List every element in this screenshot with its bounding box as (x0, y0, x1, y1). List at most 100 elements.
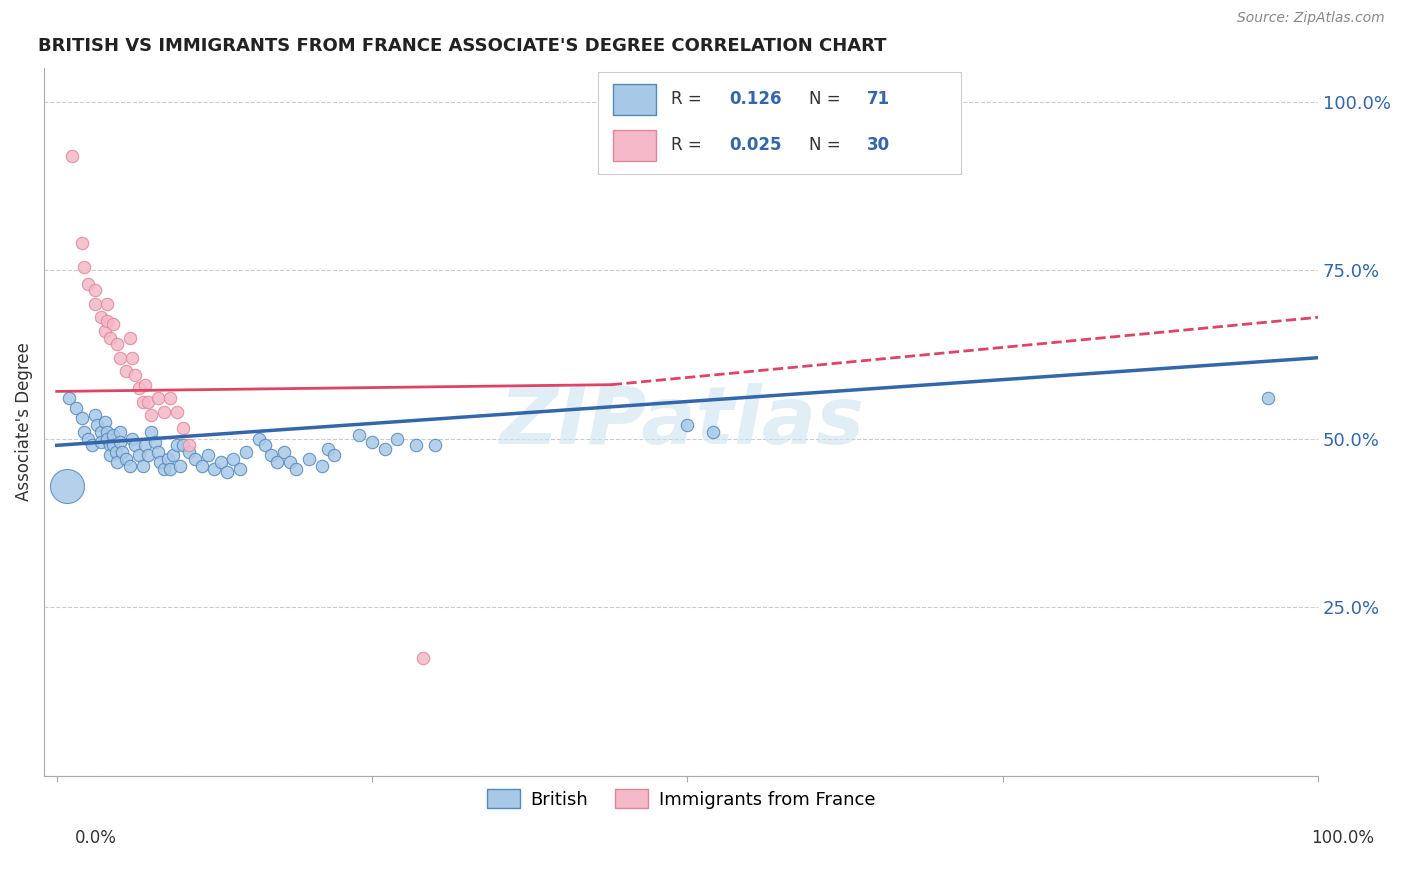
Point (179, 438, 201, 452)
Point (149, 455, 172, 469)
Point (228, 462, 250, 476)
Point (131, 394, 153, 409)
Point (58, 391, 80, 405)
Point (108, 351, 131, 365)
Point (96, 432, 118, 446)
Point (311, 458, 333, 473)
Point (118, 330, 141, 344)
Point (374, 442, 396, 456)
Point (90, 434, 112, 449)
Point (153, 404, 176, 418)
Point (77, 277, 100, 291)
Point (159, 391, 181, 405)
Point (80, 438, 103, 452)
Point (86, 418, 108, 433)
Point (93, 415, 115, 429)
Point (70, 411, 93, 425)
Point (191, 458, 214, 473)
Point (96, 425, 118, 439)
Point (103, 317, 125, 331)
Point (98, 449, 121, 463)
Point (166, 438, 188, 452)
Point (60, 148, 83, 162)
Point (83, 297, 105, 311)
Point (136, 449, 159, 463)
Point (202, 462, 225, 476)
Point (128, 381, 150, 395)
Point (96, 297, 118, 311)
Point (141, 425, 163, 439)
Point (298, 451, 321, 466)
Point (387, 432, 409, 446)
Point (285, 462, 308, 476)
Point (105, 445, 128, 459)
Point (121, 351, 143, 365)
Point (65, 401, 87, 416)
Point (273, 445, 295, 459)
Point (349, 428, 371, 442)
Point (172, 438, 194, 452)
Point (105, 337, 128, 351)
Point (115, 451, 138, 466)
Point (156, 451, 179, 466)
Point (209, 455, 232, 469)
Point (103, 428, 125, 442)
Point (215, 465, 238, 479)
Point (93, 324, 115, 338)
Point (169, 458, 191, 473)
Point (253, 438, 276, 452)
Point (323, 449, 346, 463)
Point (676, 418, 699, 433)
Point (111, 445, 134, 459)
Point (77, 432, 100, 446)
Point (146, 391, 169, 405)
Point (222, 451, 245, 466)
Point (172, 421, 194, 435)
Point (136, 394, 159, 409)
Point (128, 449, 150, 463)
Point (179, 445, 201, 459)
Point (162, 449, 184, 463)
Point (131, 458, 153, 473)
Point (105, 455, 128, 469)
Point (70, 236, 93, 251)
Point (405, 438, 427, 452)
Point (412, 650, 434, 665)
Point (115, 364, 138, 378)
Point (153, 462, 176, 476)
Point (146, 445, 169, 459)
Point (90, 310, 112, 325)
Point (83, 408, 105, 422)
Legend: British, Immigrants from France: British, Immigrants from France (479, 782, 883, 816)
Point (260, 449, 283, 463)
Text: Source: ZipAtlas.com: Source: ZipAtlas.com (1237, 12, 1385, 25)
Point (121, 432, 143, 446)
Point (98, 330, 121, 344)
Point (141, 408, 163, 422)
Point (56, 479, 79, 493)
Text: 100.0%: 100.0% (1312, 829, 1374, 847)
Point (266, 455, 288, 469)
Point (108, 434, 131, 449)
Point (134, 377, 156, 392)
Point (134, 438, 156, 452)
Point (83, 283, 105, 297)
Point (702, 425, 724, 439)
Point (423, 438, 446, 452)
Point (166, 404, 188, 418)
Y-axis label: Associate's Degree: Associate's Degree (15, 343, 32, 501)
Point (184, 451, 207, 466)
Text: 0.0%: 0.0% (75, 829, 117, 847)
Point (247, 432, 270, 446)
Point (143, 434, 166, 449)
Point (90, 425, 112, 439)
Point (73, 425, 96, 439)
Text: ZIPatlas: ZIPatlas (499, 383, 863, 461)
Point (108, 425, 131, 439)
Point (361, 434, 384, 449)
Text: BRITISH VS IMMIGRANTS FROM FRANCE ASSOCIATE'S DEGREE CORRELATION CHART: BRITISH VS IMMIGRANTS FROM FRANCE ASSOCI… (38, 37, 886, 55)
Point (124, 438, 146, 452)
Point (118, 458, 141, 473)
Point (316, 442, 339, 456)
Point (73, 260, 96, 274)
